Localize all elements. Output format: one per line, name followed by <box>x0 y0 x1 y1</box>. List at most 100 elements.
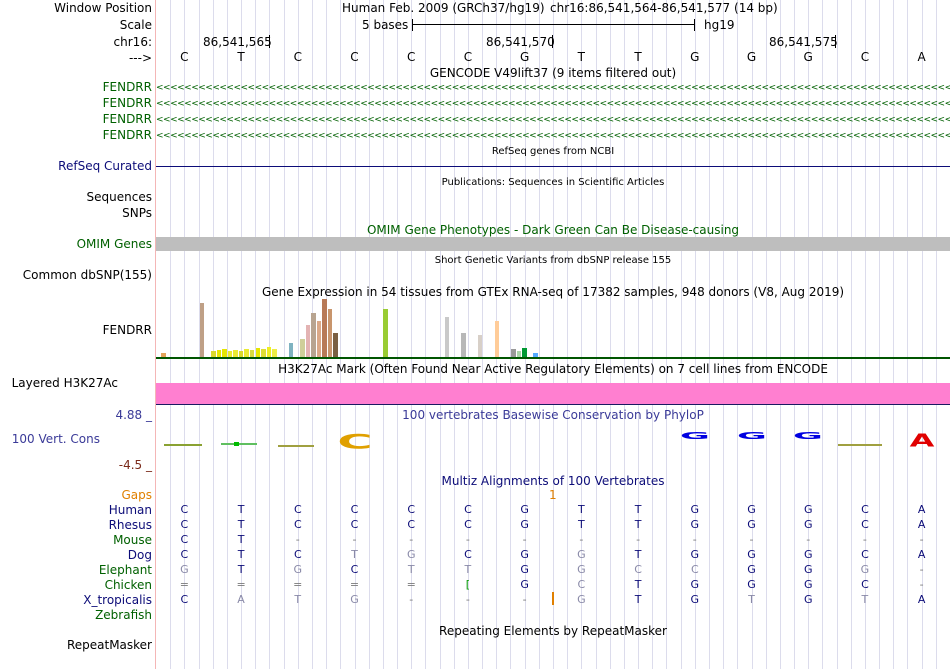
alignment-base: - <box>919 563 924 576</box>
alignment-base: - <box>749 533 754 546</box>
species-label[interactable]: Human <box>108 503 152 517</box>
gencode-track-label[interactable]: FENDRR <box>102 128 152 142</box>
alignment-base: [ <box>465 578 471 591</box>
gtex-tissue-bar[interactable] <box>516 351 522 357</box>
scale-label: Scale <box>119 18 152 32</box>
species-label[interactable]: X_tropicalis <box>83 593 152 607</box>
gtex-tissue-bar[interactable] <box>272 349 277 357</box>
h3k27ac-track-label[interactable]: Layered H3K27Ac <box>11 376 118 390</box>
alignment-base: A <box>917 548 926 561</box>
gtex-tissue-bar[interactable] <box>233 350 238 357</box>
snps-track-label[interactable]: SNPs <box>122 206 152 220</box>
gtex-tissue-bar[interactable] <box>333 333 338 357</box>
db-label: hg19 <box>704 18 735 32</box>
species-label[interactable]: Mouse <box>113 533 152 547</box>
gtex-tissue-bar[interactable] <box>244 349 249 357</box>
alignment-base: T <box>351 548 358 561</box>
gtex-tissue-bar[interactable] <box>316 321 322 357</box>
alignment-base: - <box>579 533 584 546</box>
alignment-base: - <box>522 593 527 606</box>
gtex-tissue-bar[interactable] <box>327 309 333 357</box>
gtex-tissue-bar[interactable] <box>311 313 316 357</box>
alignment-base: - <box>636 533 641 546</box>
species-label[interactable]: Zebrafish <box>95 608 152 622</box>
gencode-transcript[interactable]: <<<<<<<<<<<<<<<<<<<<<<<<<<<<<<<<<<<<<<<<… <box>156 100 950 108</box>
gtex-tissue-bar[interactable] <box>511 349 516 357</box>
gtex-tissue-bar[interactable] <box>216 350 222 357</box>
base-letter: C <box>293 50 302 64</box>
alignment-base: G <box>293 563 303 576</box>
label-divider <box>155 0 156 669</box>
gtex-tissue-bar[interactable] <box>238 351 244 357</box>
dbsnp-track-label[interactable]: Common dbSNP(155) <box>22 268 152 282</box>
alignment-base: G <box>803 593 813 606</box>
gtex-track-label[interactable]: FENDRR <box>102 323 152 337</box>
gtex-tissue-bar[interactable] <box>494 321 500 357</box>
omim-track-label[interactable]: OMIM Genes <box>76 237 152 251</box>
species-label[interactable]: Elephant <box>98 563 152 577</box>
gtex-tissue-bar[interactable] <box>477 335 483 357</box>
alignment-base: T <box>748 593 755 606</box>
base-letter: C <box>407 50 416 64</box>
alignment-base: C <box>350 518 359 531</box>
gtex-tissue-bar[interactable] <box>533 353 538 357</box>
gencode-transcript[interactable]: <<<<<<<<<<<<<<<<<<<<<<<<<<<<<<<<<<<<<<<<… <box>156 116 950 124</box>
gap-insertion-marker <box>552 592 554 605</box>
refseq-gene-line[interactable] <box>156 166 950 167</box>
species-label[interactable]: Dog <box>127 548 152 562</box>
alignment-base: T <box>237 548 245 561</box>
gtex-tissue-bar[interactable] <box>249 350 255 357</box>
base-letter: G <box>519 50 530 64</box>
gtex-tissue-bar[interactable] <box>461 333 466 357</box>
sequences-track-label[interactable]: Sequences <box>86 190 152 204</box>
gencode-track-label[interactable]: FENDRR <box>102 112 152 126</box>
gtex-tissue-bar[interactable] <box>288 343 294 357</box>
gtex-tissue-bar[interactable] <box>266 347 272 357</box>
gtex-tissue-bar[interactable] <box>255 348 261 357</box>
alignment-base: T <box>237 533 245 546</box>
species-label[interactable]: Chicken <box>104 578 152 592</box>
gencode-transcript[interactable]: <<<<<<<<<<<<<<<<<<<<<<<<<<<<<<<<<<<<<<<<… <box>156 132 950 140</box>
alignment-base: G <box>803 518 813 531</box>
gtex-tissue-bar[interactable] <box>161 353 166 357</box>
refseq-track-label[interactable]: RefSeq Curated <box>58 159 152 173</box>
alignment-base: - <box>409 593 414 606</box>
alignment-base: G <box>350 593 359 606</box>
gtex-tissue-bar[interactable] <box>299 339 305 357</box>
gtex-tissue-bar[interactable] <box>444 317 450 357</box>
gtex-tissue-bar[interactable] <box>211 351 216 357</box>
gtex-tissue-bar[interactable] <box>199 303 205 357</box>
phylop-track-label[interactable]: 100 Vert. Cons <box>11 432 100 446</box>
alignment-base: T <box>634 518 642 531</box>
base-letter: A <box>917 50 926 64</box>
gtex-tissue-bar[interactable] <box>261 349 266 357</box>
alignment-base: G <box>747 548 756 561</box>
scale-bar-right-tick <box>694 19 695 31</box>
alignment-base: - <box>692 533 697 546</box>
track-label-column: Window Position Scale chr16: ---> FENDRR… <box>0 0 155 669</box>
omim-gene-bar[interactable] <box>156 237 950 251</box>
gencode-transcript[interactable]: <<<<<<<<<<<<<<<<<<<<<<<<<<<<<<<<<<<<<<<<… <box>156 84 950 92</box>
assembly-title: Human Feb. 2009 (GRCh37/hg19) <box>342 1 545 15</box>
phylop-score-bar <box>164 444 202 446</box>
gtex-tissue-bar[interactable] <box>322 299 327 357</box>
gtex-bar-chart[interactable] <box>161 299 539 357</box>
h3k27ac-signal[interactable] <box>156 383 950 404</box>
alignment-base: C <box>464 518 472 531</box>
species-label[interactable]: Rhesus <box>108 518 152 532</box>
gtex-tissue-bar[interactable] <box>522 348 527 357</box>
publications-track-title: Publications: Sequences in Scientific Ar… <box>441 177 665 188</box>
gencode-track-label[interactable]: FENDRR <box>102 80 152 94</box>
gtex-tissue-bar[interactable] <box>227 351 233 357</box>
gencode-track-label[interactable]: FENDRR <box>102 96 152 110</box>
position-tick-label: 86,541,570 <box>486 35 555 49</box>
alignment-base: - <box>919 578 924 591</box>
gtex-tissue-bar[interactable] <box>383 309 388 357</box>
alignment-base: - <box>295 533 300 546</box>
track-image[interactable]: Human Feb. 2009 (GRCh37/hg19) chr16:86,5… <box>156 0 950 669</box>
repeatmasker-track-label[interactable]: RepeatMasker <box>66 638 152 652</box>
alignment-base: T <box>237 563 245 576</box>
gtex-tissue-bar[interactable] <box>222 349 227 357</box>
gtex-tissue-bar[interactable] <box>305 325 311 357</box>
alignment-base: - <box>465 593 470 606</box>
